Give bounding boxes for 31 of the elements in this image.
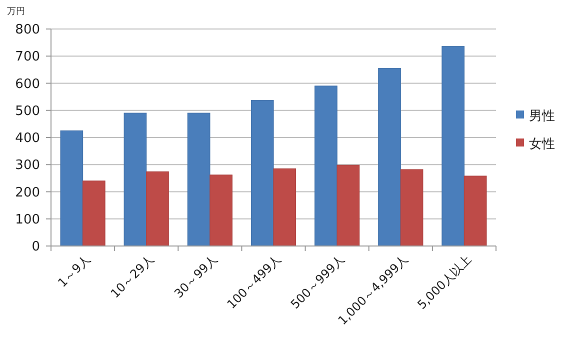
bar: [400, 169, 424, 246]
bar: [187, 112, 210, 246]
bar: [210, 174, 232, 246]
bar: [250, 100, 274, 246]
y-tick-label: 700: [15, 50, 40, 65]
bar: [336, 164, 360, 246]
x-tick-label: 100～499人: [224, 252, 284, 312]
legend-label: 女性: [529, 137, 555, 152]
bar: [464, 176, 487, 246]
y-tick-label: 200: [15, 185, 40, 200]
y-tick-label: 100: [15, 212, 40, 228]
x-tick-label: 1～9人: [55, 252, 93, 290]
bar: [273, 168, 296, 246]
x-tick-label: 10～29人: [108, 252, 156, 301]
y-tick-label: 400: [15, 131, 40, 146]
bar: [314, 86, 338, 246]
bar: [442, 46, 465, 246]
y-tick-label: 300: [15, 158, 40, 174]
y-tick-label: 600: [15, 76, 40, 92]
x-tick-label: 30～99人: [172, 252, 220, 301]
bar: [82, 180, 106, 246]
bar: [378, 68, 401, 246]
y-tick-label: 0: [32, 240, 40, 255]
x-tick-label: 500～999人: [288, 252, 348, 312]
y-axis-title: 万円: [7, 7, 25, 17]
bar: [60, 130, 84, 246]
y-tick-label: 500: [15, 104, 40, 119]
bar: [124, 112, 147, 246]
y-tick-label: 800: [15, 22, 40, 38]
legend-label: 男性: [529, 109, 555, 124]
bar: [146, 171, 169, 246]
